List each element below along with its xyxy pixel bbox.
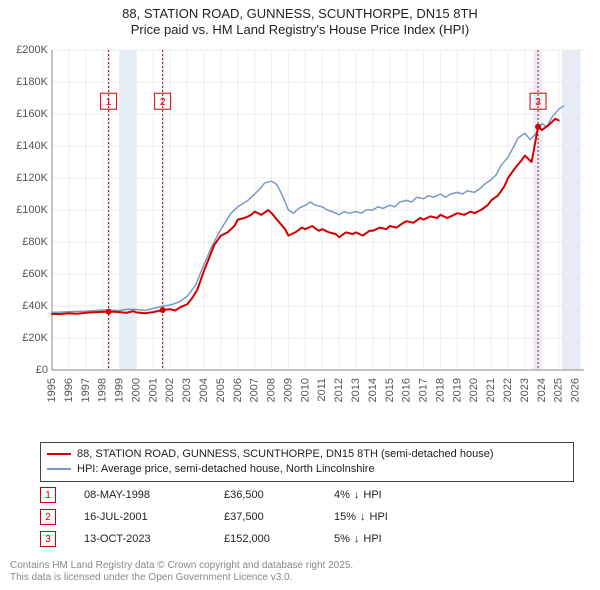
svg-text:£200K: £200K [16, 44, 48, 56]
footer-line-2: This data is licensed under the Open Gov… [10, 572, 353, 584]
marker-delta-vs-2: HPI [370, 511, 388, 523]
marker-delta-3: 5% HPI [334, 533, 454, 545]
svg-text:2: 2 [160, 97, 166, 108]
svg-text:£140K: £140K [16, 140, 48, 152]
svg-text:2024: 2024 [536, 378, 548, 402]
svg-text:2009: 2009 [282, 378, 294, 402]
marker-date-2: 16-JUL-2001 [84, 511, 224, 523]
svg-text:2006: 2006 [232, 378, 244, 402]
chart-area: £0 £20K £40K £60K £80K £100K £120K £140K £160K £1… [10, 44, 590, 434]
svg-text:2011: 2011 [316, 378, 328, 402]
chart-title-block: 88, STATION ROAD, GUNNESS, SCUNTHORPE, D… [0, 0, 600, 39]
svg-text:£0: £0 [36, 364, 48, 376]
svg-text:1997: 1997 [80, 378, 92, 402]
svg-text:£40K: £40K [22, 300, 48, 312]
svg-text:2004: 2004 [198, 378, 210, 402]
svg-text:2007: 2007 [249, 378, 261, 402]
svg-text:2017: 2017 [418, 378, 430, 402]
legend: 88, STATION ROAD, GUNNESS, SCUNTHORPE, D… [40, 442, 574, 482]
svg-text:2020: 2020 [468, 378, 480, 402]
svg-text:2000: 2000 [130, 378, 142, 402]
legend-swatch-hpi [47, 468, 71, 470]
marker-delta-pct-2: 15% [334, 511, 356, 523]
marker-delta-2: 15% HPI [334, 511, 454, 523]
legend-label-hpi: HPI: Average price, semi-detached house,… [77, 462, 375, 477]
svg-text:1996: 1996 [63, 378, 75, 402]
title-line-1: 88, STATION ROAD, GUNNESS, SCUNTHORPE, D… [0, 6, 600, 22]
marker-row-3: 3 13-OCT-2023 £152,000 5% HPI [40, 528, 454, 550]
svg-text:2015: 2015 [384, 378, 396, 402]
marker-table: 1 08-MAY-1998 £36,500 4% HPI 2 16-JUL-20… [40, 484, 454, 550]
svg-text:2005: 2005 [215, 378, 227, 402]
marker-date-1: 08-MAY-1998 [84, 489, 224, 501]
footer-attribution: Contains HM Land Registry data © Crown c… [10, 560, 353, 584]
svg-text:£180K: £180K [16, 76, 48, 88]
marker-price-2: £37,500 [224, 511, 334, 523]
svg-text:2025: 2025 [553, 378, 565, 402]
marker-delta-pct-3: 5% [334, 533, 350, 545]
svg-text:2008: 2008 [266, 378, 278, 402]
svg-text:2018: 2018 [434, 378, 446, 402]
svg-text:2014: 2014 [367, 378, 379, 402]
marker-delta-pct-1: 4% [334, 489, 350, 501]
legend-label-price-paid: 88, STATION ROAD, GUNNESS, SCUNTHORPE, D… [77, 447, 493, 462]
title-line-2: Price paid vs. HM Land Registry's House … [0, 22, 600, 38]
svg-text:1: 1 [106, 97, 112, 108]
marker-delta-vs-1: HPI [363, 489, 381, 501]
svg-text:£160K: £160K [16, 108, 48, 120]
svg-text:£100K: £100K [16, 204, 48, 216]
marker-delta-vs-3: HPI [363, 533, 381, 545]
marker-row-1: 1 08-MAY-1998 £36,500 4% HPI [40, 484, 454, 506]
arrow-down-icon [360, 511, 366, 523]
legend-row-hpi: HPI: Average price, semi-detached house,… [47, 462, 567, 477]
svg-text:2026: 2026 [570, 378, 582, 402]
svg-text:1998: 1998 [97, 378, 109, 402]
marker-delta-1: 4% HPI [334, 489, 454, 501]
svg-text:2021: 2021 [485, 378, 497, 402]
svg-text:£80K: £80K [22, 236, 48, 248]
arrow-down-icon [354, 489, 360, 501]
svg-text:2012: 2012 [333, 378, 345, 402]
legend-swatch-price-paid [47, 453, 71, 455]
marker-badge-2: 2 [40, 509, 56, 525]
arrow-down-icon [354, 533, 360, 545]
marker-date-3: 13-OCT-2023 [84, 533, 224, 545]
svg-text:2019: 2019 [451, 378, 463, 402]
svg-text:1999: 1999 [114, 378, 126, 402]
marker-badge-1: 1 [40, 487, 56, 503]
svg-text:£120K: £120K [16, 172, 48, 184]
svg-text:2003: 2003 [181, 378, 193, 402]
legend-row-price-paid: 88, STATION ROAD, GUNNESS, SCUNTHORPE, D… [47, 447, 567, 462]
svg-text:2010: 2010 [299, 378, 311, 402]
marker-price-1: £36,500 [224, 489, 334, 501]
svg-text:2022: 2022 [502, 378, 514, 402]
svg-text:£20K: £20K [22, 332, 48, 344]
svg-text:2023: 2023 [519, 378, 531, 402]
marker-badge-3: 3 [40, 531, 56, 547]
marker-price-3: £152,000 [224, 533, 334, 545]
svg-text:£60K: £60K [22, 268, 48, 280]
svg-text:2002: 2002 [164, 378, 176, 402]
line-chart: £0 £20K £40K £60K £80K £100K £120K £140K £160K £1… [10, 44, 590, 434]
svg-text:2013: 2013 [350, 378, 362, 402]
svg-text:2016: 2016 [401, 378, 413, 402]
marker-row-2: 2 16-JUL-2001 £37,500 15% HPI [40, 506, 454, 528]
svg-text:2001: 2001 [147, 378, 159, 402]
svg-text:1995: 1995 [46, 378, 58, 402]
svg-text:3: 3 [535, 97, 541, 108]
footer-line-1: Contains HM Land Registry data © Crown c… [10, 560, 353, 572]
